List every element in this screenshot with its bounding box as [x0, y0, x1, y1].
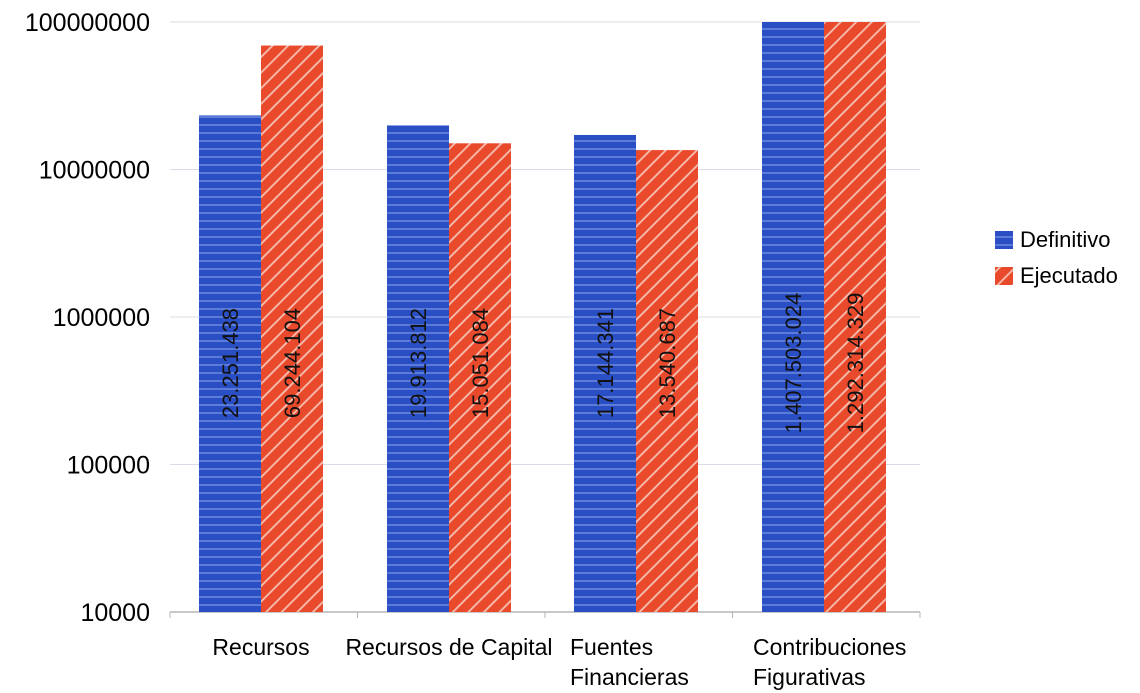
y-tick-label: 10000000: [39, 157, 150, 185]
x-category-label: Contribuciones: [753, 634, 906, 660]
bar-definitivo: [199, 115, 261, 612]
bar-definitivo: [762, 22, 824, 612]
bar-value-label: 15.051.084: [468, 308, 493, 418]
y-tick-label: 100000000: [25, 9, 150, 37]
bar-value-label: 69.244.104: [280, 308, 305, 418]
legend-label: Definitivo: [1020, 227, 1110, 252]
bar-ejecutado: [636, 150, 698, 612]
bar-ejecutado: [824, 22, 886, 612]
bar-value-labels: 23.251.438 69.244.104 19.913.812 15.051.084…: [218, 293, 868, 434]
x-category-label: Financieras: [570, 664, 689, 690]
x-category-label: Recursos: [212, 634, 309, 660]
y-axis: 10000 100000 1000000 10000000 100000000: [25, 9, 150, 627]
bar-value-label: 23.251.438: [218, 308, 243, 418]
bar-value-label: 19.913.812: [406, 308, 431, 418]
bar-value-label: 13.540.687: [655, 308, 680, 418]
bar-ejecutado: [261, 45, 323, 613]
x-axis: Recursos Recursos de Capital Fuentes Financ…: [169, 612, 921, 690]
bar-ejecutado: [449, 143, 511, 612]
y-tick-label: 10000: [80, 599, 150, 627]
y-tick-label: 1000000: [53, 304, 150, 332]
legend: Definitivo Ejecutado: [995, 227, 1118, 288]
bar-definitivo: [387, 125, 449, 612]
legend-label: Ejecutado: [1020, 263, 1118, 288]
x-category-label: Figurativas: [753, 664, 865, 690]
bar-value-label: 17.144.341: [593, 308, 618, 418]
bar-value-label: 1.407.503.024: [781, 293, 806, 434]
bar-definitivo: [574, 134, 636, 613]
bar-value-label: 1.292.314.329: [843, 293, 868, 434]
y-tick-label: 100000: [67, 452, 150, 480]
x-category-label: Recursos de Capital: [345, 634, 552, 660]
x-category-label: Fuentes: [570, 634, 653, 660]
legend-swatch: [995, 231, 1013, 249]
legend-swatch: [995, 267, 1013, 285]
bars: [199, 22, 886, 613]
